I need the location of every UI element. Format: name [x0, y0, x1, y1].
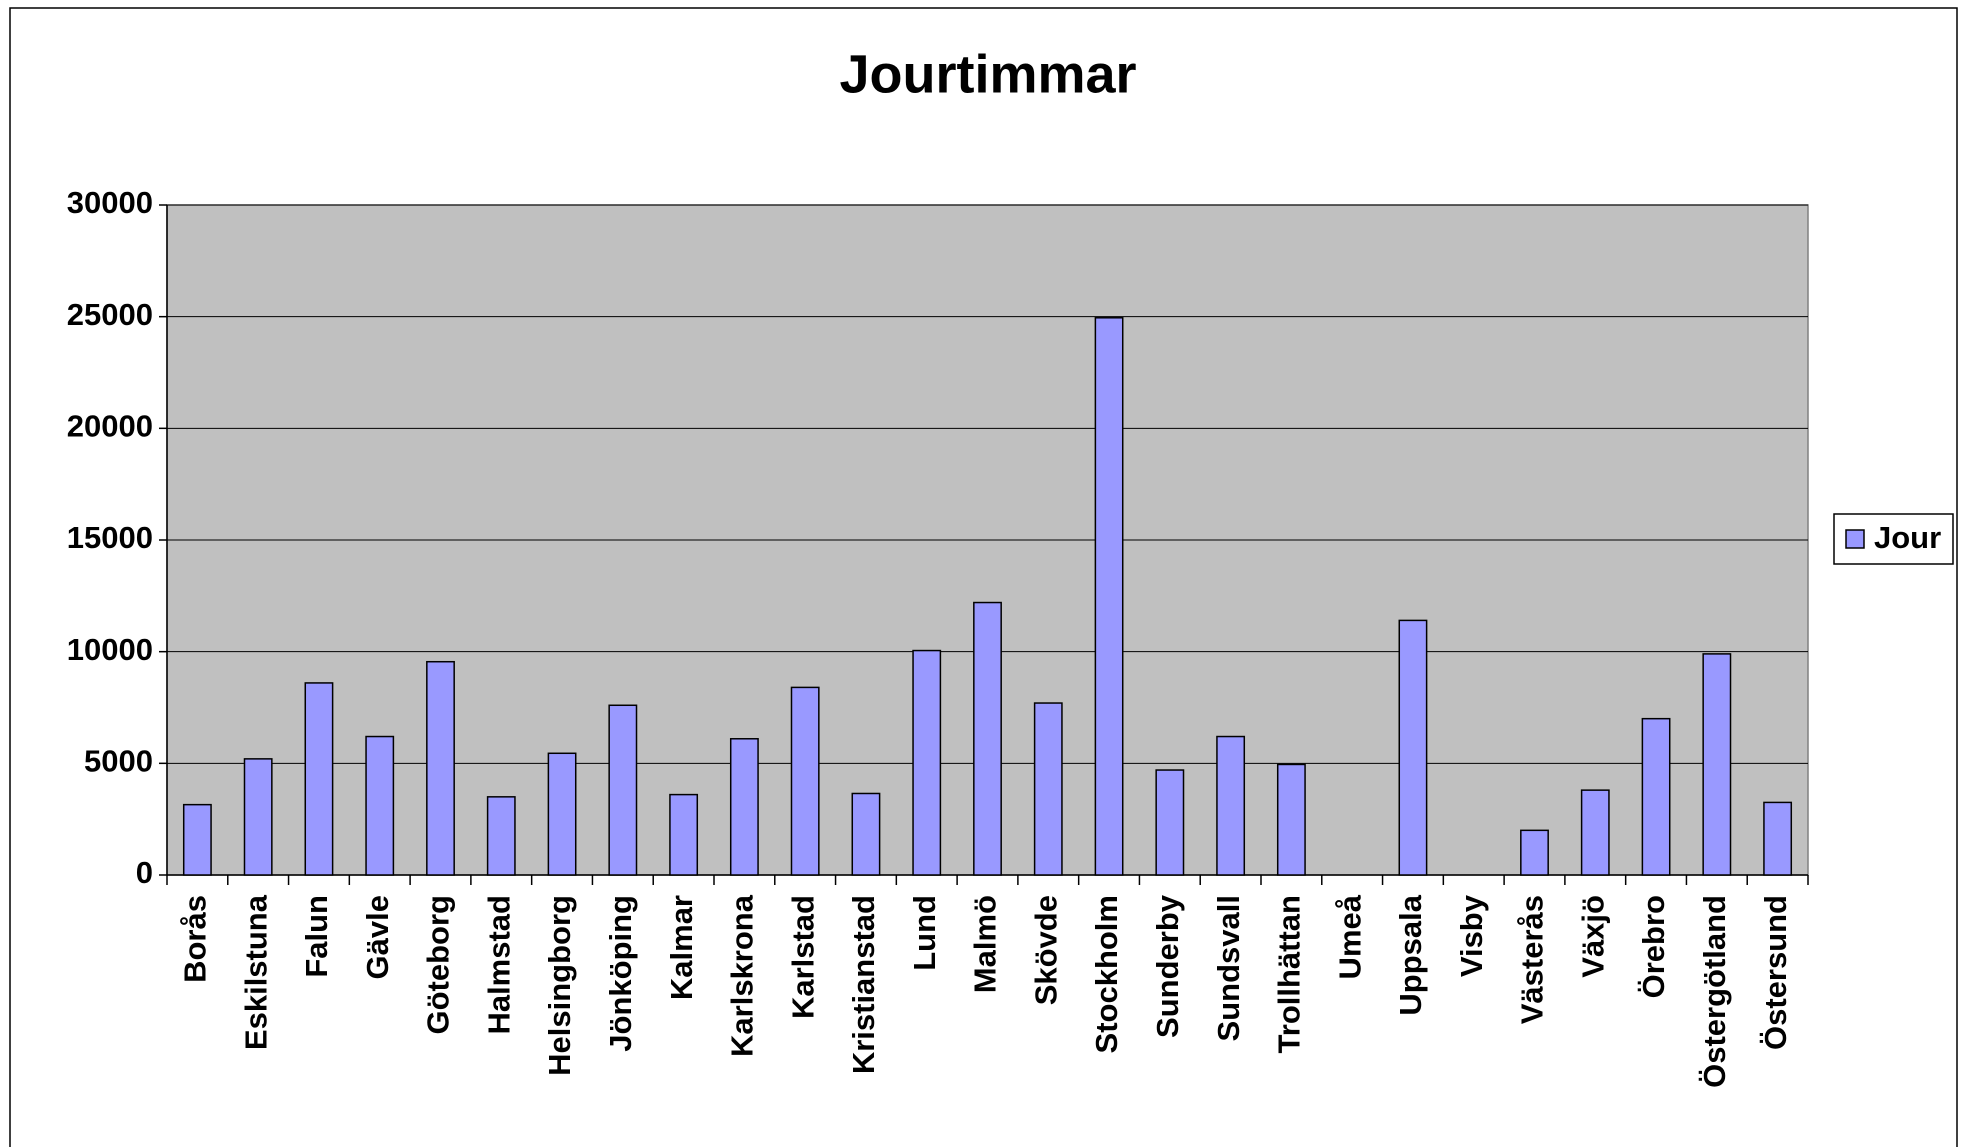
- x-tick-label: Stockholm: [1089, 895, 1124, 1053]
- x-tick-label: Uppsala: [1393, 894, 1428, 1015]
- bar: [1033, 702, 1063, 876]
- bar: [1763, 801, 1793, 876]
- bar: [1520, 829, 1549, 876]
- bar: [790, 686, 820, 876]
- x-tick-label: Växjö: [1575, 895, 1610, 978]
- y-tick-label: 20000: [67, 409, 153, 444]
- bar: [547, 752, 577, 876]
- bar: [243, 758, 273, 876]
- x-tick-label: Sunderby: [1150, 894, 1185, 1038]
- x-tick-label: Kristianstad: [846, 895, 881, 1074]
- bar: [1580, 789, 1610, 876]
- bar: [1398, 619, 1428, 876]
- x-tick-label: Östersund: [1758, 895, 1793, 1050]
- legend-label: Jour: [1874, 520, 1941, 555]
- bar: [182, 803, 212, 876]
- bar: [851, 792, 881, 876]
- x-tick-label: Göteborg: [421, 895, 456, 1035]
- x-tick-label: Malmö: [968, 895, 1003, 993]
- x-tick-label: Borås: [178, 895, 213, 983]
- bar: [486, 796, 516, 876]
- x-tick-label: Örebro: [1636, 895, 1671, 998]
- bar: [304, 682, 334, 876]
- bar: [426, 660, 455, 876]
- x-tick-label: Sundsvall: [1211, 895, 1246, 1041]
- x-tick-label: Visby: [1454, 894, 1489, 977]
- x-tick-label: Falun: [299, 895, 334, 978]
- x-tick-label: Östergötland: [1697, 895, 1732, 1088]
- bar: [669, 793, 699, 876]
- bar: [973, 601, 1002, 876]
- bar: [1641, 717, 1671, 876]
- legend-swatch: [1845, 529, 1865, 549]
- y-tick-label: 15000: [67, 520, 153, 555]
- y-tick-label: 10000: [67, 632, 153, 667]
- x-tick-label: Västerås: [1515, 895, 1550, 1024]
- bar: [1216, 735, 1246, 876]
- bar: [1094, 317, 1124, 876]
- x-tick-label: Helsingborg: [542, 895, 577, 1076]
- x-tick-label: Jönköping: [603, 895, 638, 1052]
- bar: [1276, 763, 1306, 876]
- chart-title: Jourtimmar: [839, 44, 1136, 104]
- y-tick-label: 0: [136, 855, 153, 890]
- bar: [1702, 653, 1732, 876]
- y-tick-label: 25000: [67, 297, 153, 332]
- bar: [365, 735, 395, 876]
- x-tick-label: Gävle: [360, 895, 395, 979]
- x-tick-label: Eskilstuna: [238, 894, 273, 1050]
- bar: [1155, 769, 1185, 876]
- x-tick-label: Karlstad: [785, 895, 820, 1019]
- bar: [608, 704, 638, 876]
- x-tick-label: Trollhättan: [1272, 895, 1307, 1053]
- x-tick-label: Skövde: [1028, 895, 1063, 1005]
- x-tick-label: Lund: [907, 895, 942, 971]
- x-tick-label: Karlskrona: [725, 894, 760, 1057]
- bar: [729, 738, 759, 876]
- bar: [912, 649, 942, 876]
- x-tick-label: Halmstad: [481, 895, 516, 1035]
- x-tick-label: Umeå: [1332, 894, 1367, 979]
- x-tick-label: Kalmar: [664, 895, 699, 1000]
- y-tick-label: 30000: [67, 185, 153, 220]
- y-tick-label: 5000: [84, 744, 153, 779]
